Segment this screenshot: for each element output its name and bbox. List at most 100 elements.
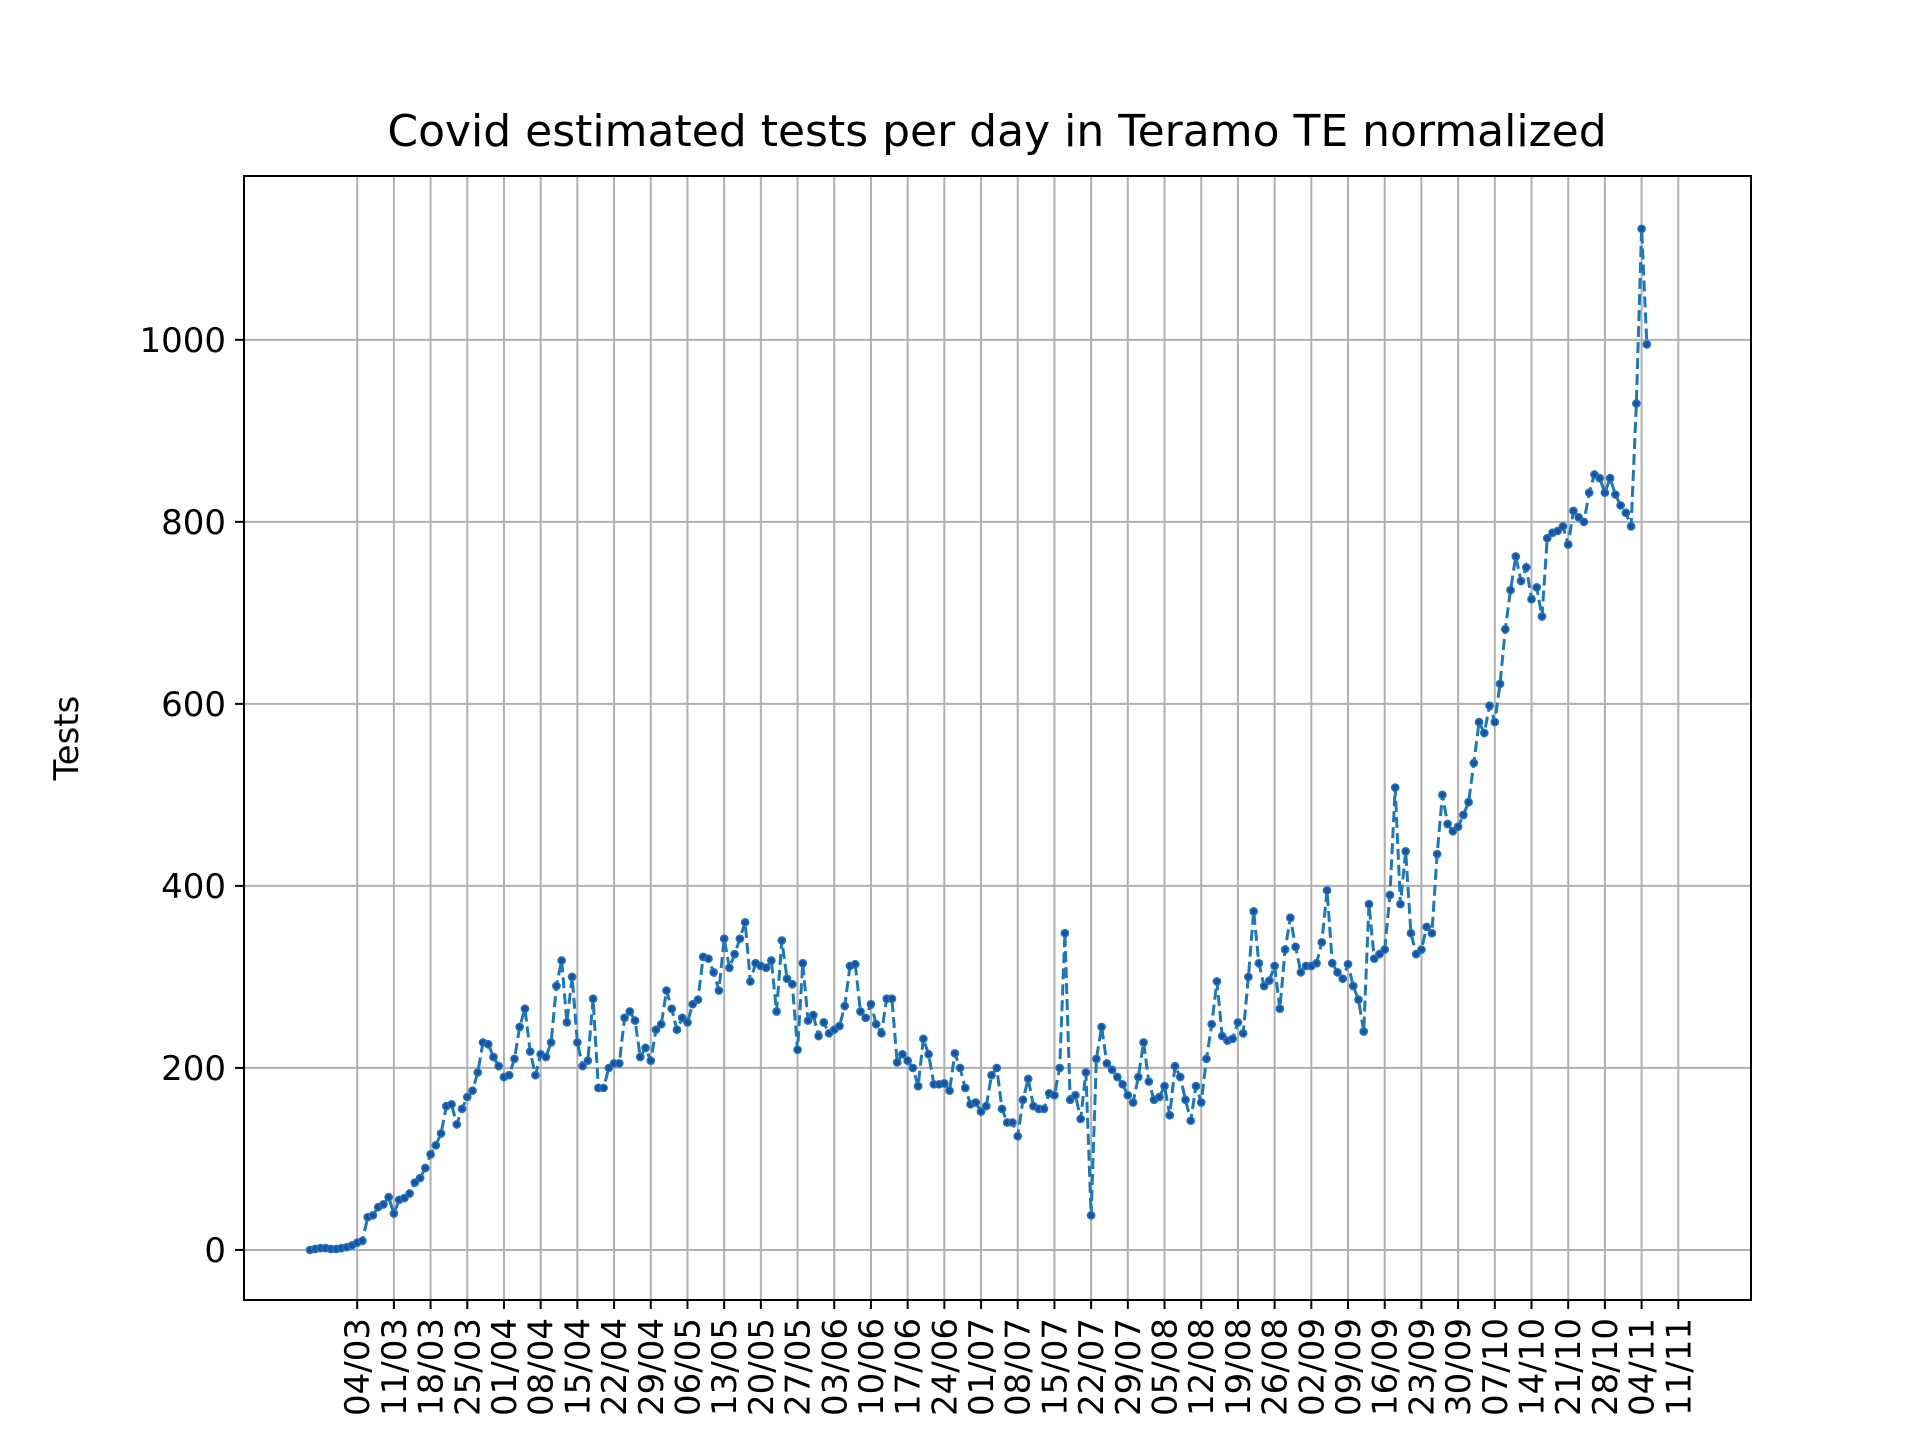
data-point <box>1521 563 1531 572</box>
data-point <box>725 963 734 973</box>
data-point <box>939 1079 949 1088</box>
x-tick-label: 19/08 <box>1219 1318 1259 1416</box>
data-point <box>410 1178 420 1187</box>
data-point <box>1039 1104 1049 1114</box>
data-point <box>997 1104 1007 1114</box>
data-point <box>1123 1090 1133 1100</box>
data-point <box>1291 942 1300 952</box>
data-point <box>746 977 755 986</box>
data-point <box>1516 576 1526 586</box>
x-tick-label: 04/11 <box>1623 1318 1663 1416</box>
data-point <box>1364 899 1374 909</box>
data-point <box>384 1192 393 1202</box>
x-tick-label: 27/05 <box>779 1318 819 1416</box>
data-point <box>1600 488 1610 498</box>
data-point <box>887 994 897 1004</box>
data-point <box>740 917 750 927</box>
data-point <box>1270 961 1279 971</box>
data-point <box>787 979 797 989</box>
data-point <box>1249 907 1259 916</box>
data-point <box>1212 977 1222 986</box>
data-point <box>1495 679 1505 689</box>
data-point <box>1453 822 1463 832</box>
data-point <box>1485 701 1494 711</box>
data-point <box>1154 1092 1164 1102</box>
data-point <box>761 963 771 973</box>
data-point <box>1050 1090 1059 1100</box>
x-tick-label: 21/10 <box>1549 1318 1589 1416</box>
chart-title: Covid estimated tests per day in Teramo … <box>387 106 1606 157</box>
x-tick-label: 06/05 <box>668 1318 708 1416</box>
data-point <box>913 1081 923 1091</box>
x-tick-label: 10/06 <box>852 1318 892 1416</box>
data-point <box>625 1007 635 1016</box>
data-point <box>1065 1095 1075 1105</box>
x-tick-label: 09/09 <box>1329 1318 1369 1416</box>
y-tick-label: 400 <box>161 867 226 907</box>
data-point <box>850 959 860 969</box>
data-point <box>898 1049 907 1059</box>
data-point <box>1060 928 1070 938</box>
data-point <box>1511 552 1521 561</box>
x-tick-label: 29/07 <box>1109 1318 1149 1416</box>
x-tick-label: 24/06 <box>925 1318 965 1416</box>
data-point <box>903 1056 912 1065</box>
data-point <box>620 1013 629 1023</box>
data-point <box>1574 512 1584 522</box>
data-point <box>1112 1072 1122 1082</box>
data-point <box>735 934 745 944</box>
data-point <box>1401 846 1411 856</box>
data-point <box>1479 728 1489 738</box>
data-point <box>1348 981 1358 991</box>
data-point <box>1605 473 1615 483</box>
data-point <box>981 1101 991 1111</box>
x-tick-label: 25/03 <box>448 1318 488 1416</box>
data-point <box>1438 790 1447 800</box>
data-point <box>457 1104 467 1114</box>
data-point <box>877 1028 886 1038</box>
x-tick-label: 03/06 <box>815 1318 855 1416</box>
x-tick-label: 13/05 <box>705 1318 745 1416</box>
x-tick-label: 04/03 <box>338 1318 378 1416</box>
x-tick-label: 11/03 <box>375 1318 415 1416</box>
data-point <box>950 1049 960 1058</box>
data-point <box>1317 937 1327 947</box>
data-point <box>924 1049 933 1059</box>
grid <box>244 176 1751 1300</box>
data-point <box>955 1063 965 1073</box>
data-point <box>541 1052 551 1062</box>
data-point <box>1390 783 1400 792</box>
data-point <box>1097 1022 1106 1032</box>
data-point <box>510 1054 519 1064</box>
data-point <box>798 958 808 968</box>
data-point <box>704 954 713 964</box>
x-tick-label: 01/04 <box>485 1318 525 1416</box>
data-point <box>651 1025 661 1035</box>
x-tick-label: 26/08 <box>1256 1318 1296 1416</box>
data-point <box>793 1045 802 1055</box>
x-tick-label: 15/04 <box>558 1318 598 1416</box>
data-point <box>1265 976 1274 985</box>
data-point <box>866 999 876 1009</box>
data-point <box>420 1163 430 1173</box>
data-point <box>358 1236 367 1246</box>
data-point <box>1359 1027 1369 1036</box>
data-point <box>808 1010 818 1020</box>
data-point <box>389 1209 399 1218</box>
data-point <box>1160 1081 1169 1091</box>
data-point <box>1322 886 1332 895</box>
data-point <box>1584 488 1594 498</box>
data-point <box>719 934 729 944</box>
data-point <box>1427 928 1437 938</box>
data-point <box>1595 473 1605 483</box>
data-point <box>861 1013 871 1023</box>
data-point <box>840 1001 850 1011</box>
y-tick-label: 800 <box>161 503 226 543</box>
data-point <box>1175 1072 1185 1082</box>
data-point <box>573 1038 582 1047</box>
data-point <box>1375 949 1384 959</box>
y-tick-label: 0 <box>204 1231 226 1271</box>
plot-frame <box>243 175 1752 1301</box>
data-point <box>436 1129 446 1138</box>
